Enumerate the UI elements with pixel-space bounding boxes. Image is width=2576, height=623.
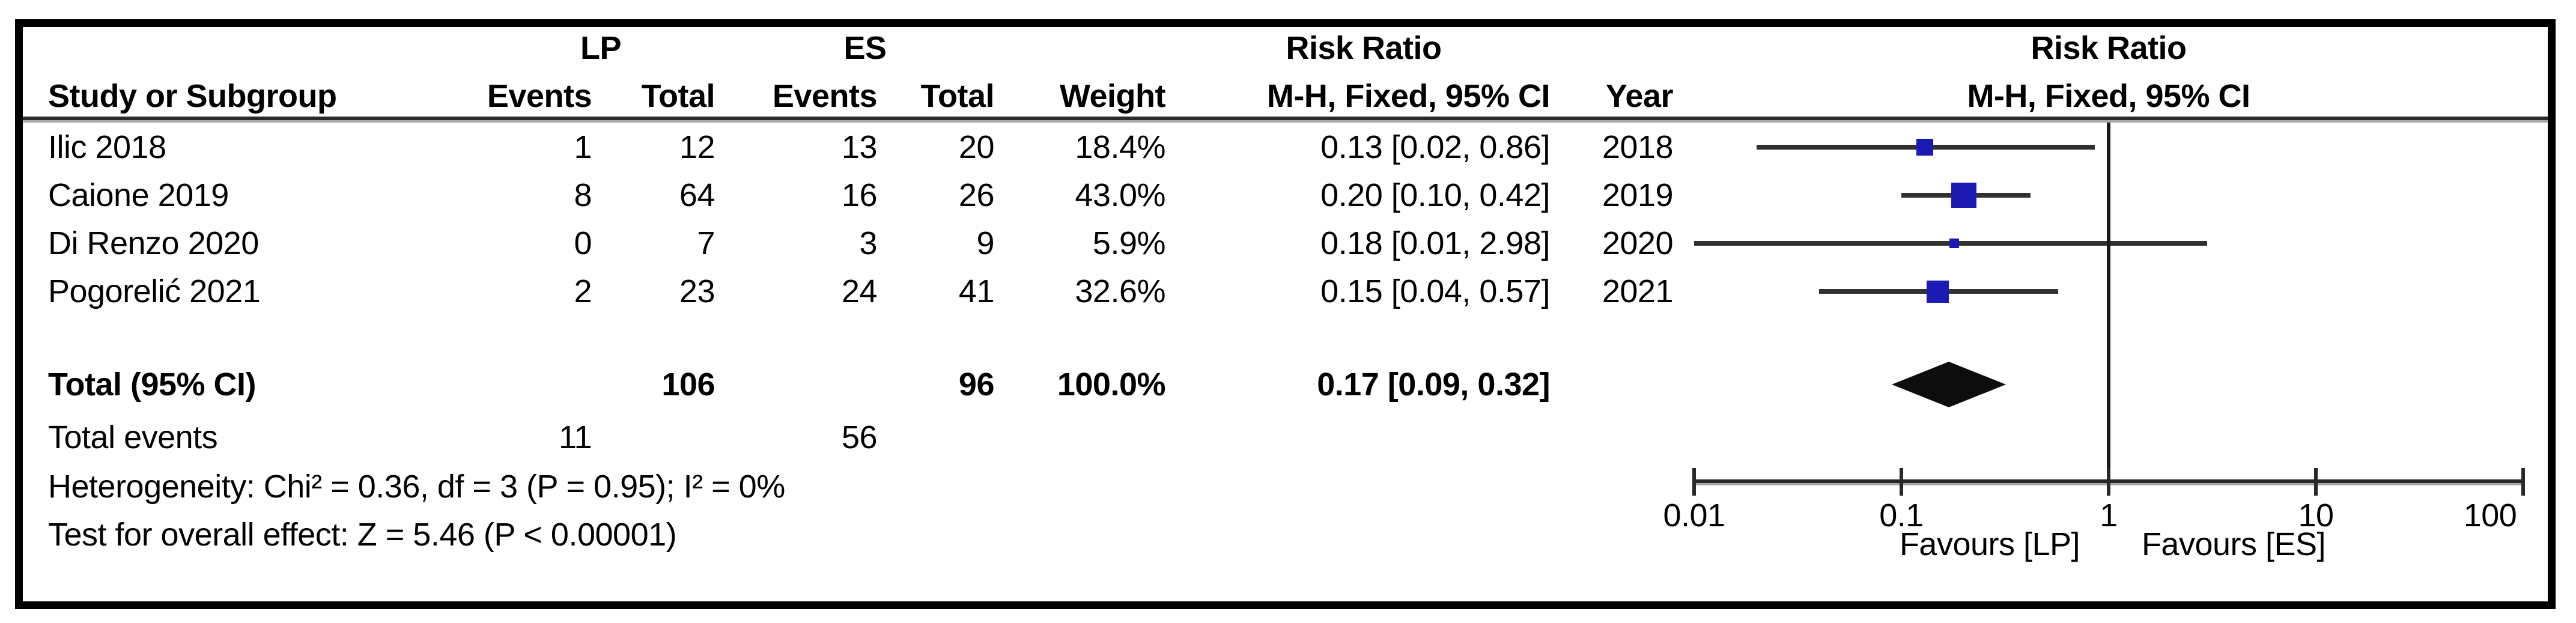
study-total-es: 26 <box>958 177 995 213</box>
study-name: Di Renzo 2020 <box>48 225 259 261</box>
study-total-es: 20 <box>958 129 995 165</box>
total-lp-value: 106 <box>661 366 715 403</box>
study-year: 2020 <box>1602 225 1674 261</box>
study-year: 2018 <box>1602 129 1674 165</box>
study-events-lp: 0 <box>574 225 592 261</box>
total-weight-value: 100.0% <box>1057 366 1166 403</box>
col-header-year: Year <box>1605 78 1674 114</box>
study-weight: 5.9% <box>1092 225 1166 261</box>
study-weight: 18.4% <box>1075 129 1165 165</box>
group-header-es: ES <box>843 30 887 66</box>
study-ci: 0.18 [0.01, 2.98] <box>1320 225 1550 261</box>
favours-left-label: Favours [LP] <box>1899 526 2080 562</box>
col-header-study: Study or Subgroup <box>48 78 337 114</box>
study-events-lp: 8 <box>574 177 592 213</box>
col-header-total-es: Total <box>920 78 995 114</box>
axis-tick <box>2107 468 2110 496</box>
axis-tick <box>2521 468 2525 496</box>
study-ci: 0.13 [0.02, 0.86] <box>1320 129 1550 165</box>
plot-header-title: Risk Ratio <box>2031 30 2187 66</box>
study-events-es: 3 <box>859 225 877 261</box>
study-total-lp: 12 <box>679 129 715 165</box>
no-effect-line <box>2107 123 2110 484</box>
group-header-lp: LP <box>580 30 622 66</box>
study-total-es: 9 <box>976 225 994 261</box>
axis-tick-label: 10 <box>2298 497 2334 533</box>
study-total-lp: 7 <box>697 225 715 261</box>
axis-tick-label: 0.1 <box>1879 497 1924 533</box>
study-weight: 43.0% <box>1075 177 1165 213</box>
axis-tick-label: 1 <box>2100 497 2118 533</box>
study-total-lp: 23 <box>679 273 715 309</box>
col-header-events-lp: Events <box>487 78 592 114</box>
effect-square <box>1949 239 1959 248</box>
total-es-value: 96 <box>958 366 995 403</box>
header-divider <box>23 117 2548 123</box>
effect-header-title: Risk Ratio <box>1286 30 1442 66</box>
axis-tick-label: 0.01 <box>1663 497 1725 533</box>
study-name: Pogorelić 2021 <box>48 273 261 309</box>
favours-right-label: Favours [ES] <box>2141 526 2326 562</box>
col-header-weight: Weight <box>1060 78 1165 114</box>
total-row-label: Total (95% CI) <box>48 366 257 403</box>
study-ci: 0.20 [0.10, 0.42] <box>1320 177 1550 213</box>
axis-tick <box>1692 468 1696 496</box>
study-ci: 0.15 [0.04, 0.57] <box>1320 273 1550 309</box>
pooled-diamond <box>1892 362 2006 407</box>
col-header-events-es: Events <box>772 78 878 114</box>
study-weight: 32.6% <box>1075 273 1165 309</box>
total-events-label: Total events <box>48 419 218 455</box>
effect-square <box>1951 183 1976 208</box>
study-events-es: 13 <box>841 129 878 165</box>
total-events-lp: 11 <box>558 419 592 455</box>
effect-square <box>1927 281 1949 303</box>
total-events-es: 56 <box>841 419 878 455</box>
axis-tick <box>1900 468 1903 496</box>
study-events-lp: 1 <box>574 129 592 165</box>
study-events-es: 24 <box>841 273 878 309</box>
total-ci-value: 0.17 [0.09, 0.32] <box>1317 366 1550 403</box>
effect-square <box>1916 139 1933 156</box>
study-events-es: 16 <box>841 177 878 213</box>
study-year: 2019 <box>1602 177 1674 213</box>
col-header-ci: M-H, Fixed, 95% CI <box>1266 78 1551 114</box>
overall-effect-text: Test for overall effect: Z = 5.46 (P < 0… <box>48 517 677 553</box>
plot-header-method: M-H, Fixed, 95% CI <box>1967 78 2250 114</box>
axis-tick <box>2314 468 2318 496</box>
study-total-lp: 64 <box>679 177 715 213</box>
study-name: Ilic 2018 <box>48 129 166 165</box>
study-total-es: 41 <box>958 273 995 309</box>
axis-tick-label: 100 <box>2463 497 2517 533</box>
study-year: 2021 <box>1602 273 1674 309</box>
heterogeneity-text: Heterogeneity: Chi² = 0.36, df = 3 (P = … <box>48 469 785 505</box>
study-name: Caione 2019 <box>48 177 229 213</box>
study-events-lp: 2 <box>574 273 592 309</box>
col-header-total-lp: Total <box>641 78 715 114</box>
